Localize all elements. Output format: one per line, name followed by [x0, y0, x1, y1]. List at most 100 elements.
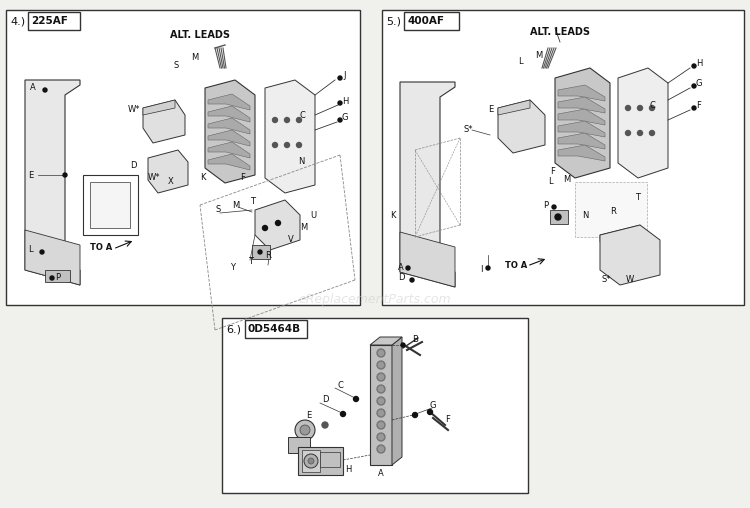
- Circle shape: [300, 425, 310, 435]
- Polygon shape: [208, 118, 250, 134]
- Circle shape: [340, 411, 346, 417]
- Text: V: V: [288, 236, 294, 244]
- Polygon shape: [558, 145, 605, 161]
- Polygon shape: [25, 80, 80, 285]
- Polygon shape: [558, 97, 605, 113]
- Text: C: C: [300, 111, 306, 119]
- Circle shape: [692, 106, 696, 110]
- Polygon shape: [143, 100, 185, 143]
- Circle shape: [40, 250, 44, 254]
- Polygon shape: [208, 130, 250, 146]
- Bar: [83, 175, 138, 235]
- Circle shape: [379, 387, 383, 392]
- Text: S*: S*: [463, 125, 472, 135]
- Circle shape: [284, 117, 290, 122]
- Circle shape: [338, 76, 342, 80]
- Circle shape: [486, 266, 490, 270]
- Polygon shape: [143, 100, 175, 115]
- Text: Y: Y: [230, 264, 235, 272]
- Text: F: F: [240, 174, 244, 182]
- Text: F: F: [550, 168, 555, 176]
- Text: 0D5464B: 0D5464B: [248, 324, 301, 334]
- Polygon shape: [618, 68, 668, 178]
- Bar: [6, 10, 360, 305]
- Text: C: C: [337, 380, 343, 390]
- Circle shape: [353, 397, 358, 401]
- Circle shape: [377, 397, 385, 405]
- Circle shape: [379, 410, 383, 416]
- Bar: [302, 450, 320, 472]
- Polygon shape: [558, 133, 605, 149]
- Bar: [90, 182, 130, 228]
- Circle shape: [626, 106, 631, 111]
- Text: L: L: [28, 245, 33, 255]
- Polygon shape: [392, 337, 402, 465]
- Bar: [320, 452, 340, 467]
- Polygon shape: [208, 142, 250, 158]
- Circle shape: [296, 143, 302, 147]
- Text: J: J: [343, 72, 346, 80]
- Text: 4.): 4.): [10, 17, 26, 27]
- Circle shape: [638, 106, 643, 111]
- Bar: [222, 318, 528, 493]
- Circle shape: [50, 276, 54, 280]
- Circle shape: [295, 420, 315, 440]
- Polygon shape: [25, 230, 80, 285]
- Text: F: F: [696, 102, 700, 111]
- Polygon shape: [265, 80, 315, 193]
- Circle shape: [379, 447, 383, 452]
- Circle shape: [379, 423, 383, 428]
- Bar: [45, 270, 70, 282]
- Text: A: A: [378, 468, 384, 478]
- Circle shape: [377, 421, 385, 429]
- Text: E: E: [306, 410, 311, 420]
- Text: U: U: [310, 210, 316, 219]
- Text: F: F: [445, 416, 450, 425]
- Circle shape: [379, 434, 383, 439]
- Circle shape: [284, 143, 290, 147]
- Bar: [550, 210, 568, 224]
- Text: S: S: [173, 60, 178, 70]
- Text: A: A: [30, 83, 36, 92]
- Text: R: R: [610, 207, 616, 216]
- Text: B: B: [412, 335, 418, 344]
- Circle shape: [555, 214, 561, 220]
- Circle shape: [338, 101, 342, 105]
- Text: H: H: [696, 59, 702, 69]
- Circle shape: [377, 385, 385, 393]
- Polygon shape: [400, 82, 455, 287]
- Text: M: M: [563, 175, 570, 184]
- Text: K: K: [200, 174, 206, 182]
- Text: TO A: TO A: [505, 261, 527, 270]
- Text: T: T: [635, 194, 640, 203]
- Text: M: M: [232, 201, 239, 209]
- Circle shape: [638, 131, 643, 136]
- Text: I: I: [480, 266, 482, 274]
- Text: P: P: [55, 273, 60, 282]
- Circle shape: [626, 131, 631, 136]
- Circle shape: [427, 409, 433, 415]
- Polygon shape: [370, 345, 392, 465]
- Text: N: N: [582, 210, 588, 219]
- Text: ALT. LEADS: ALT. LEADS: [530, 27, 590, 37]
- Circle shape: [258, 250, 262, 254]
- Circle shape: [43, 88, 47, 92]
- Polygon shape: [255, 200, 300, 250]
- Text: E: E: [28, 171, 33, 179]
- Text: T: T: [250, 198, 255, 206]
- Text: N: N: [298, 157, 304, 167]
- Circle shape: [308, 458, 314, 464]
- Bar: [575, 182, 647, 237]
- Text: K: K: [390, 210, 395, 219]
- Text: W*: W*: [148, 174, 160, 182]
- Circle shape: [377, 409, 385, 417]
- Circle shape: [406, 266, 410, 270]
- Text: M: M: [300, 224, 307, 233]
- Text: L: L: [548, 177, 553, 186]
- Circle shape: [650, 131, 655, 136]
- Text: eReplacementParts.com: eReplacementParts.com: [298, 294, 452, 306]
- Polygon shape: [558, 121, 605, 137]
- Bar: [288, 437, 310, 453]
- Polygon shape: [558, 109, 605, 125]
- Circle shape: [377, 349, 385, 357]
